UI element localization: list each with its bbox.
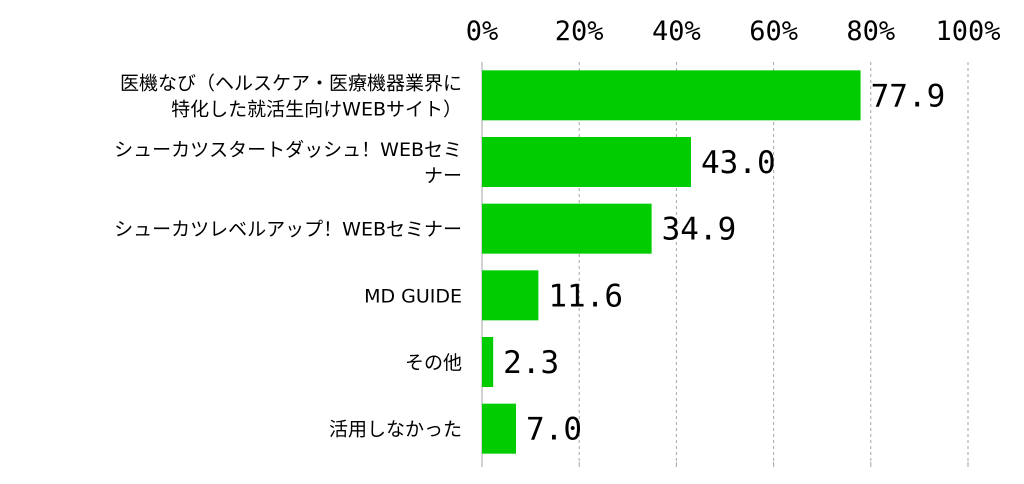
bar: [482, 403, 517, 454]
category-label: 医機なび（ヘルスケア・医療機器業界に: [120, 72, 462, 94]
x-tick-label: 40%: [652, 16, 701, 47]
value-label: 43.0: [701, 145, 776, 181]
category-label: 活用しなかった: [329, 419, 462, 441]
value-label: 77.9: [871, 78, 946, 114]
category-label: シューカツレベルアップ！WEBセミナー: [114, 219, 462, 241]
category-label: シューカツスタートダッシュ！WEBセミ: [114, 139, 462, 161]
value-labels: 77.9 43.0 34.9 11.6 2.3 7.0: [503, 78, 945, 447]
x-tick-label: 60%: [749, 16, 798, 47]
category-label: MD GUIDE: [364, 285, 462, 307]
x-tick-label: 0%: [466, 16, 499, 47]
grid-layer: [481, 62, 969, 467]
category-label: その他: [405, 352, 462, 374]
bar: [482, 203, 652, 254]
bar: [482, 137, 691, 187]
x-tick-label: 100%: [935, 16, 1000, 47]
x-tick-label: 80%: [846, 16, 895, 47]
bar: [482, 337, 494, 387]
x-tick-label: 20%: [555, 16, 604, 47]
value-label: 34.9: [662, 212, 737, 248]
x-tick-labels: 0% 20% 40% 60% 80% 100%: [466, 16, 1001, 47]
bars: [482, 70, 861, 454]
category-label: 特化した就活生向けWEBサイト）: [171, 98, 462, 120]
value-label: 2.3: [503, 345, 559, 381]
value-label: 11.6: [548, 278, 623, 314]
value-label: 7.0: [526, 412, 582, 448]
bar: [482, 70, 861, 121]
category-label: ナー: [424, 165, 462, 187]
bar: [482, 270, 539, 321]
